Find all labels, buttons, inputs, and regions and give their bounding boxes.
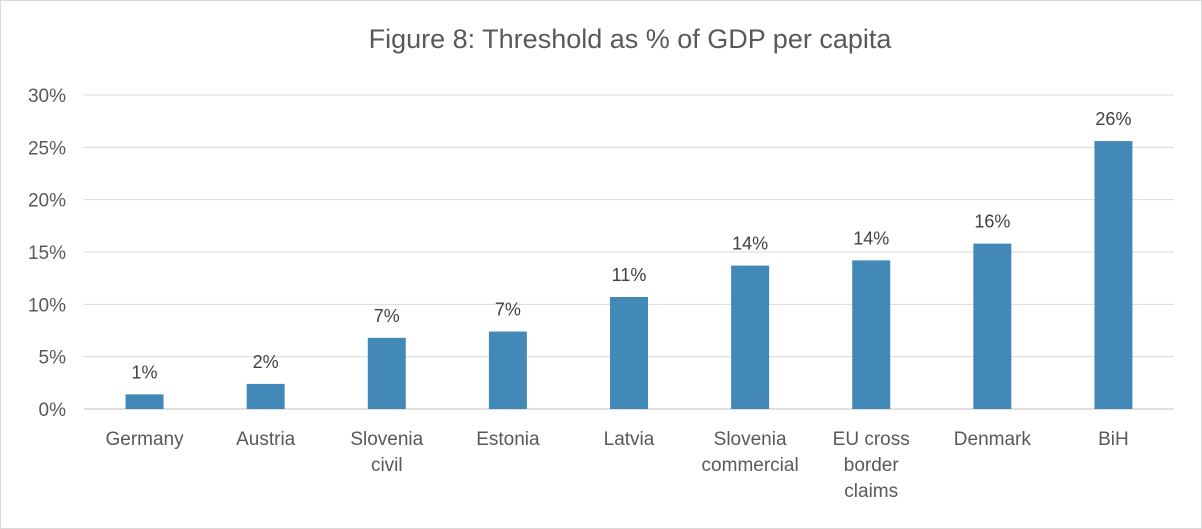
y-tick-label: 20% xyxy=(28,191,66,212)
x-axis-categories: Germany Austria Slovenia civil Estonia Latvia… xyxy=(105,429,1128,502)
category-label: Slovenia xyxy=(350,429,423,450)
bars xyxy=(125,141,1133,409)
y-tick-label: 0% xyxy=(39,400,67,421)
data-labels: 1% 2% 7% 7% 11% 14% 14% 16% 26% xyxy=(132,109,1132,382)
category-label: Slovenia xyxy=(714,429,787,450)
data-label: 2% xyxy=(253,352,279,372)
data-label: 7% xyxy=(374,306,400,326)
data-label: 11% xyxy=(612,265,647,285)
category-label: border xyxy=(844,455,900,476)
y-tick-label: 10% xyxy=(28,295,66,316)
data-label: 16% xyxy=(974,212,1010,232)
bar xyxy=(125,394,164,409)
category-label: BiH xyxy=(1098,429,1129,450)
category-label: Estonia xyxy=(476,429,540,450)
data-label: 14% xyxy=(732,234,768,254)
y-tick-label: 15% xyxy=(28,243,66,264)
category-label: claims xyxy=(844,481,898,502)
bar xyxy=(367,337,406,409)
category-label: Latvia xyxy=(604,429,655,450)
category-label: Denmark xyxy=(954,429,1032,450)
y-tick-label: 25% xyxy=(28,138,66,159)
bar xyxy=(488,331,527,409)
data-label: 26% xyxy=(1095,109,1131,129)
category-label: Germany xyxy=(105,429,184,450)
data-label: 7% xyxy=(495,300,521,320)
bar xyxy=(973,243,1012,409)
category-label: EU cross xyxy=(833,429,910,450)
category-label: Austria xyxy=(236,429,296,450)
bar xyxy=(852,260,891,409)
y-tick-label: 30% xyxy=(28,86,66,107)
bar xyxy=(731,265,770,409)
bar xyxy=(1094,141,1133,409)
bar xyxy=(246,383,285,409)
bar xyxy=(610,297,648,409)
y-tick-label: 5% xyxy=(39,348,67,369)
data-label: 1% xyxy=(132,362,158,382)
category-label: commercial xyxy=(702,455,799,476)
chart-title: Figure 8: Threshold as % of GDP per capi… xyxy=(368,24,892,54)
category-label: civil xyxy=(371,455,403,476)
data-label: 14% xyxy=(853,228,889,248)
y-axis-ticks: 0% 5% 10% 15% 20% 25% 30% xyxy=(28,86,66,421)
